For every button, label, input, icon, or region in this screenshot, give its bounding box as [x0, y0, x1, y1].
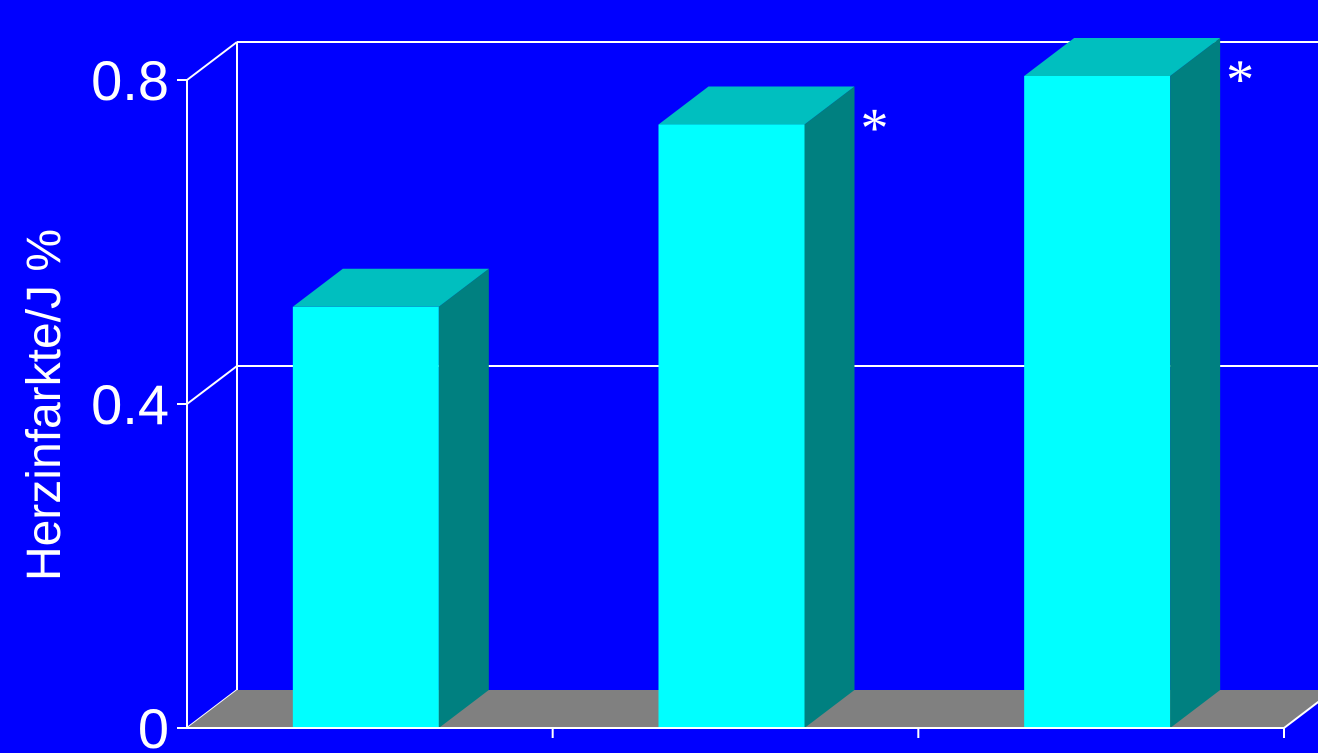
bar-annotations: ** [861, 49, 1255, 160]
significance-marker: * [1226, 49, 1254, 111]
left-wall-gridline [186, 365, 238, 405]
y-axis-label: Herzinfarkte/J % [18, 229, 71, 581]
y-tick-label: 0.4 [91, 373, 169, 436]
bar-top [658, 86, 855, 125]
bar-front [658, 124, 805, 729]
y-tick-label: 0.8 [91, 49, 169, 112]
bar-top [292, 268, 489, 307]
bar [1024, 37, 1221, 728]
bar-front [1024, 75, 1171, 728]
bar-front [292, 306, 439, 728]
y-tick-label: 0 [138, 697, 169, 753]
bar-side [804, 86, 855, 729]
front-axis [186, 80, 1318, 738]
left-wall-gridline [186, 41, 238, 81]
bar-side [1170, 37, 1221, 728]
significance-marker: * [861, 98, 889, 160]
bar [292, 268, 489, 728]
bar-top [1024, 37, 1221, 76]
floor-right-edge [1283, 700, 1318, 729]
bar [658, 86, 855, 729]
bars [292, 37, 1221, 729]
bar-side [438, 268, 489, 728]
y-tick-labels: 0 0.4 0.8 [91, 49, 169, 753]
